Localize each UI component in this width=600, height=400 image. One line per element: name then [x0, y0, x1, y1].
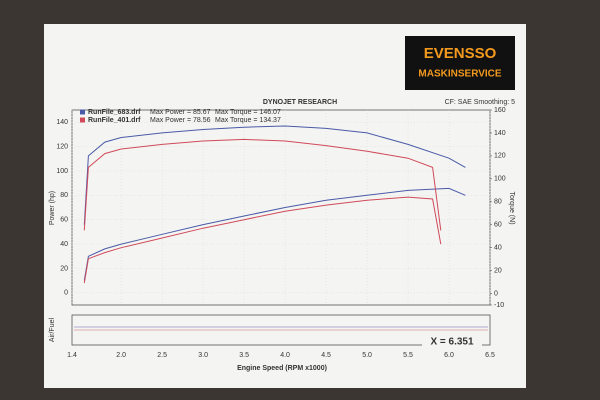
- x-tick-label: 3.0: [198, 352, 208, 359]
- y-tick-label: 140: [56, 119, 68, 126]
- subtitle: CF: SAE Smoothing: 5: [445, 99, 516, 106]
- y2-tick-label: 160: [494, 107, 506, 114]
- plot-frame: [71, 109, 491, 306]
- x-tick-label: 5.5: [403, 352, 413, 359]
- power-line: [83, 196, 442, 284]
- y2-tick-label: 40: [494, 244, 502, 251]
- y-tick-label: 120: [56, 143, 68, 150]
- x-tick-label: 6.5: [485, 352, 495, 359]
- x-tick-label: 6.0: [444, 352, 454, 359]
- y-tick-label: 80: [60, 192, 68, 199]
- x-tick-label: 4.5: [321, 352, 331, 359]
- torque-line: [83, 138, 442, 231]
- x-tick-label: 3.5: [239, 352, 249, 359]
- x-axis-title: Engine Speed (RPM x1000): [237, 365, 327, 372]
- y-tick-label: 20: [60, 265, 68, 272]
- legend-note: Max Power = 85.67: [150, 109, 211, 116]
- y2-tick-label: 0: [494, 290, 498, 297]
- chart-title: DYNOJET RESEARCH: [263, 99, 337, 106]
- x-tick-label: 4.0: [280, 352, 290, 359]
- af-frame: [71, 314, 491, 346]
- legend-note: Max Torque = 134.37: [215, 117, 281, 124]
- legend-label: RunFile_683.drf: [88, 109, 141, 116]
- y-tick-label: 60: [60, 217, 68, 224]
- y2-tick-label: 20: [494, 267, 502, 274]
- x-tick-label: 2.5: [157, 352, 167, 359]
- logo-text: MASKINSERVICE: [418, 69, 501, 80]
- y-tick-label: 100: [56, 168, 68, 175]
- legend-swatch: [80, 117, 85, 123]
- cursor-readout: X = 6.351: [430, 337, 474, 348]
- cursor-box: [422, 336, 482, 348]
- legend-label: RunFile_401.drf: [88, 117, 141, 124]
- y2-axis-title: Torque (N): [508, 191, 515, 224]
- legend-swatch: [80, 109, 85, 115]
- y2-tick-label: -10: [494, 302, 504, 309]
- x-tick-label: 2.0: [116, 352, 126, 359]
- y2-tick-label: 80: [494, 199, 502, 206]
- y2-tick-label: 140: [494, 130, 506, 137]
- y2-tick-label: 120: [494, 153, 506, 160]
- legend-note: Max Power = 78.56: [150, 117, 211, 124]
- legend-note: Max Torque = 146.07: [215, 109, 281, 116]
- af-axis-title: Air/Fuel: [49, 318, 56, 343]
- x-tick-label: 5.0: [362, 352, 372, 359]
- y-tick-label: 40: [60, 241, 68, 248]
- y-tick-label: 0: [64, 290, 68, 297]
- y2-tick-label: 60: [494, 222, 502, 229]
- torque-line: [83, 125, 466, 225]
- logo-text: EVENSSO: [424, 45, 497, 62]
- logo-box: [405, 36, 515, 90]
- y-axis-title: Power (hp): [49, 191, 56, 225]
- y2-tick-label: 100: [494, 176, 506, 183]
- power-line: [83, 187, 466, 281]
- x-tick-label: 1.4: [67, 352, 77, 359]
